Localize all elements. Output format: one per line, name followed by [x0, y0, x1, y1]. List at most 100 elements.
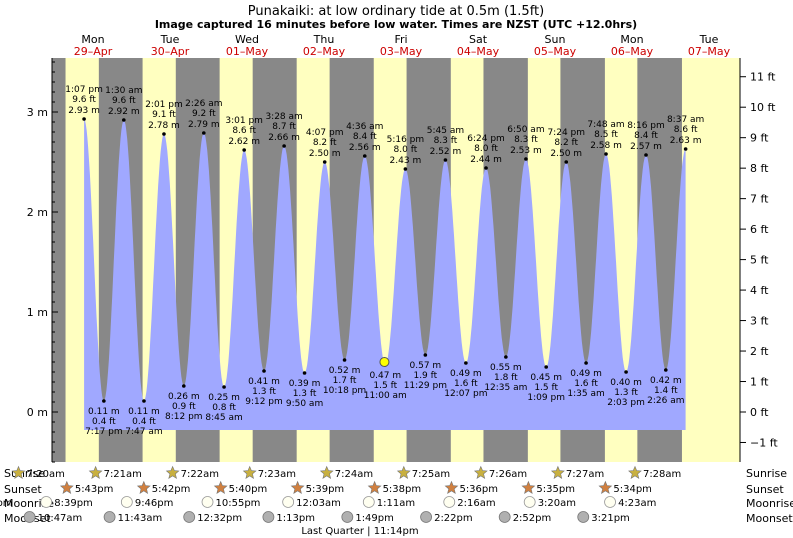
chart-title: Punakaiki: at low ordinary tide at 0.5m …	[248, 4, 544, 19]
high-tide-point	[202, 131, 206, 135]
moonrise-time: 10:55pm	[216, 498, 261, 509]
high-tide-metres: 2.79 m	[188, 120, 220, 130]
moonrise-time: 1:11am	[377, 498, 415, 509]
high-tide-time: 1:30 am	[105, 86, 142, 96]
moonrise-icon	[443, 496, 456, 508]
low-tide-time: 2:03 pm	[607, 398, 645, 408]
high-tide-point	[122, 118, 126, 122]
low-tide-time: 1:35 am	[567, 389, 604, 399]
sunset-time: 5:38pm	[383, 484, 422, 495]
high-tide-time: 6:50 am	[507, 125, 544, 135]
high-tide-feet: 8.5 ft	[594, 130, 618, 140]
moon-phase-label: Last Quarter | 11:14pm	[301, 526, 418, 537]
low-tide-metres: 0.39 m	[289, 379, 321, 389]
high-tide-point	[644, 153, 648, 157]
high-tide-feet: 8.4 ft	[634, 131, 658, 141]
sunset-time: 5:36pm	[459, 484, 498, 495]
day-name: Thu	[313, 33, 335, 46]
high-tide-feet: 8.6 ft	[232, 126, 256, 136]
sunset-time: 5:43pm	[75, 484, 114, 495]
low-tide-feet: 0.4 ft	[92, 417, 116, 427]
tide-curve	[84, 119, 686, 430]
high-tide-time: 3:01 pm	[225, 116, 263, 126]
sunrise-icon	[11, 465, 26, 479]
moonrise-icon	[523, 496, 536, 508]
moonset-icon	[183, 511, 196, 523]
moonset-time: 1:49pm	[355, 513, 394, 524]
low-tide-time: 9:50 am	[286, 399, 323, 409]
moonset-icon	[23, 511, 36, 523]
sunset-icon	[136, 480, 151, 494]
moonrise-row-label-right: Moonrise	[746, 497, 793, 510]
right-tick-label: 1 ft	[750, 376, 769, 389]
left-tick-label: 3 m	[27, 106, 48, 119]
low-tide-point	[182, 384, 186, 388]
high-tide-time: 7:48 am	[587, 120, 624, 130]
right-tick-label: 7 ft	[750, 193, 769, 206]
sunrise-time: 7:23am	[258, 469, 296, 480]
day-date: 05–May	[534, 45, 577, 58]
low-tide-time: 11:00 am	[364, 391, 407, 401]
sunrise-time: 7:27am	[566, 469, 604, 480]
low-tide-point	[664, 368, 668, 372]
high-tide-metres: 2.53 m	[510, 146, 542, 156]
high-tide-metres: 2.63 m	[670, 136, 702, 146]
moonset-icon	[498, 511, 511, 523]
low-tide-point	[423, 353, 428, 357]
low-tide-point	[544, 365, 548, 369]
high-tide-point	[242, 148, 246, 152]
low-tide-feet: 1.4 ft	[654, 386, 678, 396]
day-date: 07–May	[688, 45, 731, 58]
low-tide-metres: 0.11 m	[128, 407, 160, 417]
moonrise-icon	[604, 496, 616, 508]
high-tide-point	[484, 166, 488, 170]
right-tick-label: 0 ft	[750, 406, 769, 419]
high-tide-feet: 8.3 ft	[514, 135, 538, 145]
low-tide-feet: 0.4 ft	[132, 417, 156, 427]
moonset-icon	[577, 511, 590, 523]
low-tide-feet: 1.5 ft	[534, 383, 558, 393]
high-tide-metres: 2.43 m	[390, 156, 422, 166]
low-tide-feet: 1.8 ft	[494, 373, 518, 383]
high-tide-point	[322, 160, 327, 164]
axes: 0 m 1 m 2 m 3 m −1 ft 0 ft 1 ft 2 ft 3 ft 4 ft 5 f…	[27, 58, 778, 463]
left-tick-label: 2 m	[27, 206, 48, 219]
high-tide-point	[162, 132, 166, 136]
moonrise-icon	[40, 496, 53, 508]
moonset-time: 1:13pm	[276, 513, 315, 524]
moonset-icon	[341, 511, 354, 523]
sunrise-icon	[165, 465, 180, 479]
high-tide-metres: 2.58 m	[590, 141, 622, 151]
right-tick-label: 2 ft	[750, 345, 769, 358]
high-tide-metres: 2.56 m	[349, 143, 381, 153]
day-name: Mon	[620, 33, 643, 46]
high-tide-feet: 8.0 ft	[474, 144, 498, 154]
day-date: 29–Apr	[74, 45, 113, 58]
low-tide-metres: 0.57 m	[410, 361, 442, 371]
high-tide-time: 4:07 pm	[306, 128, 344, 138]
high-tide-time: 7:24 pm	[547, 128, 585, 138]
low-tide-point	[342, 358, 347, 362]
sunset-row-label-right: Sunset	[746, 483, 784, 496]
right-tick-label: 10 ft	[750, 101, 776, 114]
high-tide-feet: 9.1 ft	[152, 110, 176, 120]
low-tide-time: 8:45 am	[205, 413, 242, 423]
sunset-time: 5:34pm	[613, 484, 652, 495]
moonset-time: 3:21pm	[591, 513, 630, 524]
sunset-time: 5:42pm	[152, 484, 191, 495]
day-date: 30–Apr	[151, 45, 190, 58]
low-tide-point	[102, 399, 106, 403]
low-tide-point	[584, 361, 588, 365]
low-tide-metres: 0.49 m	[450, 369, 482, 379]
high-tide-feet: 9.2 ft	[192, 109, 216, 119]
low-tide-feet: 1.5 ft	[373, 381, 397, 391]
sunrise-icon	[628, 465, 642, 479]
sunrise-icon	[396, 465, 411, 479]
sunset-icon	[59, 480, 74, 494]
astro-rows: Sunrise Sunset Moonrise Moonset Sunrise …	[0, 465, 793, 537]
left-tick-label: 1 m	[27, 306, 48, 319]
right-tick-label: 4 ft	[750, 284, 769, 297]
low-tide-time: 9:12 pm	[245, 397, 283, 407]
high-tide-feet: 8.4 ft	[353, 132, 377, 142]
